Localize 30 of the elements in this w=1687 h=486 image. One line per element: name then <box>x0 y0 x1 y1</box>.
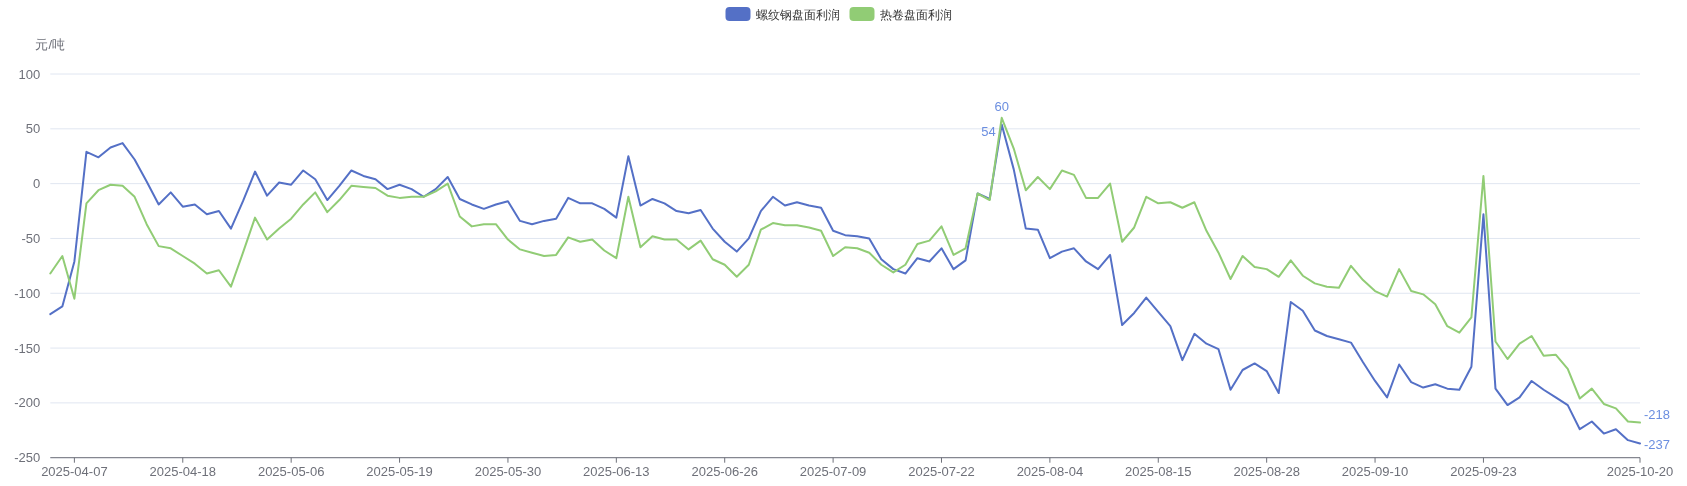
x-tick-label: 2025-09-23 <box>1450 463 1517 479</box>
x-tick-label: 2025-05-30 <box>474 463 542 479</box>
y-tick-label: 50 <box>25 121 41 137</box>
y-tick-label: -50 <box>21 230 41 246</box>
legend-label: 螺纹钢盘面利润 <box>755 7 840 22</box>
x-tick-label: 2025-05-19 <box>366 463 433 479</box>
x-tick-label: 2025-07-22 <box>908 463 975 479</box>
data-label: -237 <box>1644 437 1671 453</box>
y-tick-label: -100 <box>14 285 41 301</box>
legend-label: 热卷盘面利润 <box>879 7 952 22</box>
data-label: 60 <box>994 98 1009 114</box>
data-label: -218 <box>1644 406 1671 422</box>
x-tick-label: 2025-06-13 <box>583 463 650 479</box>
x-tick-label: 2025-05-06 <box>257 463 325 479</box>
y-tick-label: -200 <box>14 395 41 411</box>
x-tick-label: 2025-04-18 <box>149 463 217 479</box>
x-tick-label: 2025-08-04 <box>1016 463 1084 479</box>
x-tick-label: 2025-09-10 <box>1341 463 1409 479</box>
y-axis-title: 元/吨 <box>35 37 66 52</box>
x-tick-label: 2025-04-07 <box>41 463 108 479</box>
data-label: 54 <box>981 124 996 140</box>
y-tick-label: -150 <box>14 340 41 356</box>
x-tick-label: 2025-08-28 <box>1233 463 1300 479</box>
x-tick-label: 2025-07-09 <box>799 463 867 479</box>
y-tick-label: 0 <box>33 176 41 192</box>
x-tick-label: 2025-10-20 <box>1606 463 1674 479</box>
x-tick-label: 2025-08-15 <box>1125 463 1192 479</box>
y-tick-label: -250 <box>14 450 41 466</box>
x-tick-label: 2025-06-26 <box>691 463 758 479</box>
y-tick-label: 100 <box>18 66 41 82</box>
